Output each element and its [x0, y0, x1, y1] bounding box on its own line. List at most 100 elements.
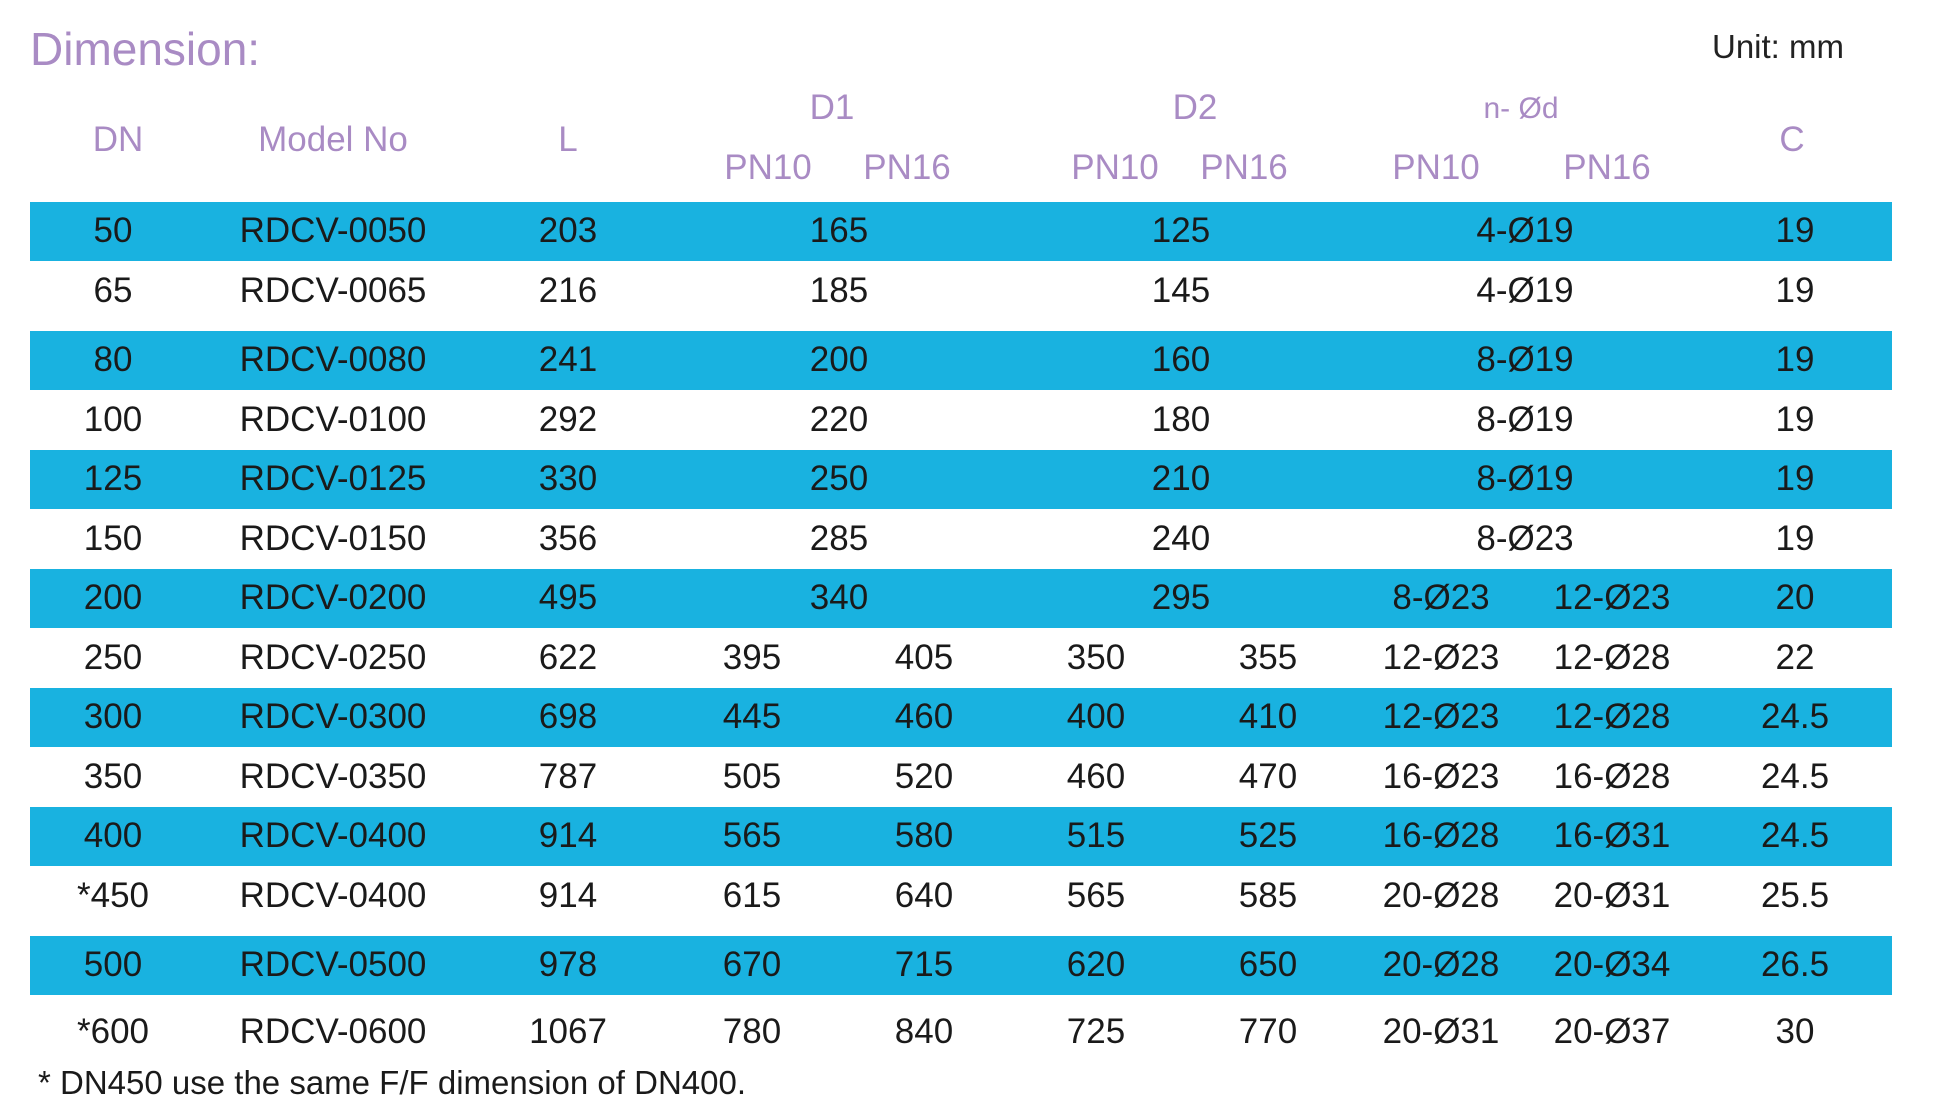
cell-d1-10: 445 [722, 697, 782, 736]
cell-d2-16: 525 [1238, 816, 1298, 855]
header-nd-pn16: PN16 [1563, 148, 1651, 187]
cell-l: 787 [538, 757, 598, 796]
cell-d1-16: 460 [894, 697, 954, 736]
cell-model: RDCV-0350 [239, 757, 427, 796]
cell-c: 19 [1775, 459, 1815, 498]
cell-l: 216 [538, 271, 598, 310]
cell-c: 22 [1775, 638, 1815, 677]
cell-model: RDCV-0150 [239, 519, 427, 558]
cell-nd: 8-Ø19 [1476, 400, 1574, 439]
cell-model: RDCV-0080 [239, 340, 427, 379]
cell-c: 30 [1775, 1012, 1815, 1051]
row-band [30, 450, 1892, 509]
cell-model: RDCV-0400 [239, 876, 427, 915]
cell-d2-10: 565 [1066, 876, 1126, 915]
cell-l: 698 [538, 697, 598, 736]
cell-model: RDCV-0100 [239, 400, 427, 439]
cell-nd10: 16-Ø23 [1382, 757, 1500, 796]
header-l: L [558, 120, 578, 159]
header-model: Model No [258, 120, 408, 159]
cell-d1-10: 670 [722, 945, 782, 984]
cell-dn: 150 [83, 519, 143, 558]
cell-d2: 145 [1151, 271, 1211, 310]
cell-nd: 4-Ø19 [1476, 211, 1574, 250]
header-d2-pn16: PN16 [1200, 148, 1288, 187]
cell-d1-10: 615 [722, 876, 782, 915]
cell-c: 19 [1775, 211, 1815, 250]
cell-d2-16: 650 [1238, 945, 1298, 984]
cell-d1-16: 580 [894, 816, 954, 855]
cell-l: 330 [538, 459, 598, 498]
cell-dn: 300 [83, 697, 143, 736]
cell-d1-16: 840 [894, 1012, 954, 1051]
cell-d1-16: 520 [894, 757, 954, 796]
cell-d2-10: 400 [1066, 697, 1126, 736]
cell-nd10: 8-Ø23 [1392, 578, 1490, 617]
cell-dn: 100 [83, 400, 143, 439]
cell-dn: *450 [76, 876, 150, 915]
cell-d2-16: 470 [1238, 757, 1298, 796]
row-band [30, 202, 1892, 261]
cell-model: RDCV-0200 [239, 578, 427, 617]
cell-nd16: 20-Ø37 [1553, 1012, 1671, 1051]
cell-d1-10: 565 [722, 816, 782, 855]
cell-d1: 165 [809, 211, 869, 250]
header-d1-pn10: PN10 [724, 148, 812, 187]
cell-d1: 250 [809, 459, 869, 498]
cell-d1-16: 405 [894, 638, 954, 677]
cell-d1: 200 [809, 340, 869, 379]
footnote: * DN450 use the same F/F dimension of DN… [38, 1064, 747, 1101]
cell-d2-16: 355 [1238, 638, 1298, 677]
cell-nd10: 16-Ø28 [1382, 816, 1500, 855]
cell-model: RDCV-0250 [239, 638, 427, 677]
cell-d2-10: 460 [1066, 757, 1126, 796]
cell-l: 495 [538, 578, 598, 617]
cell-dn: 500 [83, 945, 143, 984]
cell-c: 26.5 [1760, 945, 1830, 984]
cell-l: 914 [538, 816, 598, 855]
cell-dn: 400 [83, 816, 143, 855]
page-title: Dimension: [30, 23, 261, 75]
cell-d2-10: 350 [1066, 638, 1126, 677]
cell-d1: 220 [809, 400, 869, 439]
cell-d2-16: 410 [1238, 697, 1298, 736]
cell-nd10: 20-Ø28 [1382, 876, 1500, 915]
cell-d2-10: 515 [1066, 816, 1126, 855]
cell-dn: 80 [93, 340, 133, 379]
cell-d2: 160 [1151, 340, 1211, 379]
cell-l: 622 [538, 638, 598, 677]
header-nd: n- Ød [1483, 92, 1559, 125]
cell-nd16: 12-Ø28 [1553, 697, 1671, 736]
row-band [30, 936, 1892, 995]
cell-c: 25.5 [1760, 876, 1830, 915]
cell-nd16: 16-Ø31 [1553, 816, 1671, 855]
cell-l: 356 [538, 519, 598, 558]
cell-dn: 65 [93, 271, 133, 310]
cell-nd: 8-Ø19 [1476, 459, 1574, 498]
cell-d1-16: 715 [894, 945, 954, 984]
cell-c: 19 [1775, 519, 1815, 558]
row-band [30, 331, 1892, 390]
cell-dn: 200 [83, 578, 143, 617]
header-d1-pn16: PN16 [863, 148, 951, 187]
cell-dn: 250 [83, 638, 143, 677]
cell-model: RDCV-0300 [239, 697, 427, 736]
cell-c: 24.5 [1760, 816, 1830, 855]
cell-model: RDCV-0500 [239, 945, 427, 984]
cell-d1: 285 [809, 519, 869, 558]
cell-l: 1067 [529, 1012, 607, 1051]
cell-l: 914 [538, 876, 598, 915]
cell-d2: 180 [1151, 400, 1211, 439]
cell-nd10: 12-Ø23 [1382, 638, 1500, 677]
cell-c: 19 [1775, 400, 1815, 439]
cell-nd16: 16-Ø28 [1553, 757, 1671, 796]
cell-d2: 295 [1151, 578, 1211, 617]
header-c: C [1779, 120, 1805, 159]
cell-d2-16: 585 [1238, 876, 1298, 915]
cell-nd16: 12-Ø23 [1553, 578, 1671, 617]
cell-d1: 185 [809, 271, 869, 310]
cell-nd: 8-Ø19 [1476, 340, 1574, 379]
cell-d1-10: 395 [722, 638, 782, 677]
cell-c: 20 [1775, 578, 1815, 617]
cell-d1-10: 780 [722, 1012, 782, 1051]
